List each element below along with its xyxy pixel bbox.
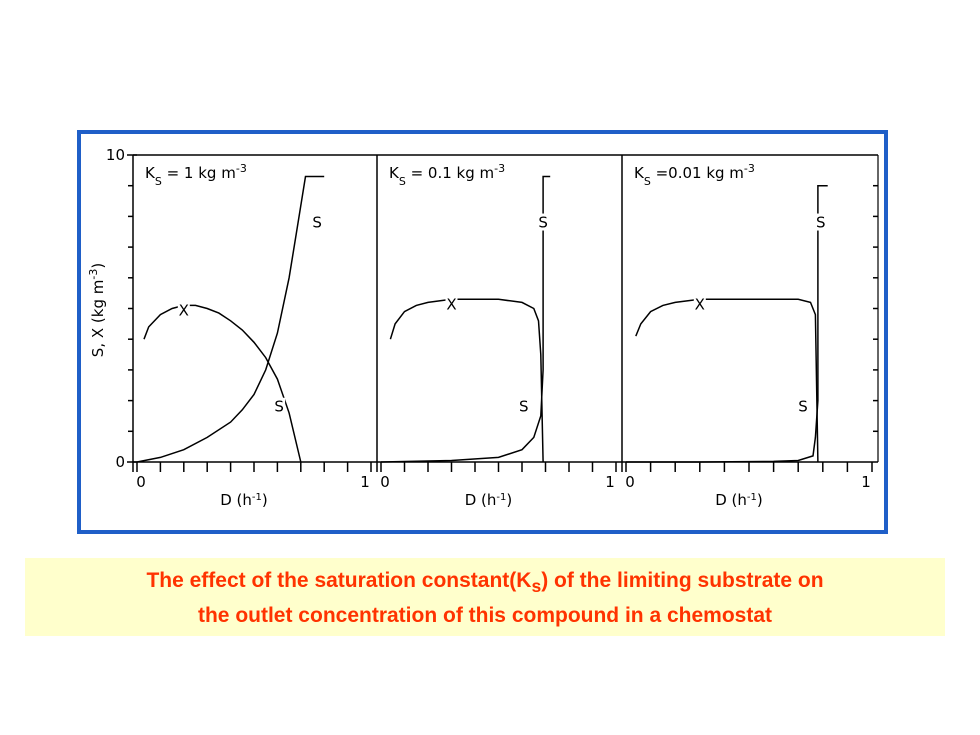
curve-label: X	[695, 295, 705, 313]
title-superscript: -3	[494, 162, 505, 175]
curve-label: S	[312, 214, 322, 232]
x-tick-label: 0	[136, 473, 146, 491]
curve-label-bg	[177, 301, 190, 319]
curve-label-bg	[693, 295, 706, 313]
curve-label: S	[274, 398, 284, 416]
x-tick-label: 0	[625, 473, 635, 491]
y-label-close: )	[89, 263, 107, 269]
y-label-text: S, X (kg m	[89, 280, 107, 358]
x-label-sup: -1	[747, 492, 757, 503]
curve-label: S	[538, 214, 548, 232]
curve	[143, 304, 302, 463]
caption-text: The effect of the saturation constant(K	[146, 569, 532, 592]
curve	[136, 175, 325, 463]
y-axis-label: S, X (kg m-3)	[87, 263, 108, 357]
curve-label: S	[519, 398, 529, 416]
caption-text: the outlet concentration of this compoun…	[197, 604, 773, 628]
x-label-text: D (h	[465, 491, 497, 509]
curve-label-bg	[445, 295, 458, 313]
title-text: = 1 kg m	[162, 164, 236, 182]
title-superscript: -3	[744, 162, 755, 175]
y-label-sup: -3	[87, 269, 100, 280]
title-superscript: -3	[236, 162, 247, 175]
curve-label: X	[446, 295, 456, 313]
panel-title: KS =0.01 kg m-3	[634, 162, 755, 188]
x-tick-label: 0	[380, 473, 390, 491]
x-label-text: D (h	[715, 491, 747, 509]
curve-label-bg	[537, 213, 550, 231]
caption-text: ) of the limiting substrate on	[541, 569, 824, 592]
curve-label-bg	[311, 213, 324, 231]
x-label-text: D (h	[220, 491, 252, 509]
title-symbol: K	[634, 164, 645, 182]
curve-label: S	[816, 214, 826, 232]
title-symbol: K	[389, 164, 400, 182]
curve-label: S	[798, 398, 808, 416]
x-label-close: )	[757, 491, 763, 509]
curve-label: X	[179, 301, 189, 319]
x-label-close: )	[262, 491, 268, 509]
figure-frame	[77, 130, 888, 534]
y-tick-label: 10	[106, 146, 125, 164]
panel-title: KS = 0.1 kg m-3	[389, 162, 505, 188]
curve-label-bg	[273, 397, 286, 415]
curve-label-bg	[814, 213, 827, 231]
x-label-sup: -1	[252, 492, 262, 503]
y-tick-label: 0	[115, 453, 125, 471]
curve-label-bg	[796, 397, 809, 415]
x-tick-label: 1	[605, 473, 615, 491]
x-axis-label: D (h-1)	[220, 491, 268, 509]
title-text: = 0.1 kg m	[406, 164, 494, 182]
title-subscript: S	[644, 175, 651, 188]
title-symbol: K	[145, 164, 156, 182]
x-label-close: )	[506, 491, 512, 509]
curve	[389, 298, 544, 463]
x-axis-label: D (h-1)	[465, 491, 513, 509]
caption-subscript: s	[531, 576, 542, 597]
x-axis-label: D (h-1)	[715, 491, 763, 509]
x-tick-label: 1	[861, 473, 871, 491]
panel-title: KS = 1 kg m-3	[145, 162, 247, 188]
title-subscript: S	[155, 175, 162, 188]
title-text: =0.01 kg m	[651, 164, 744, 182]
caption: The effect of the saturation constant(Ks…	[25, 558, 945, 636]
curve-label-bg	[517, 397, 530, 415]
curve	[635, 298, 819, 463]
curve	[626, 184, 828, 463]
x-tick-label: 1	[360, 473, 370, 491]
title-subscript: S	[399, 175, 406, 188]
curve	[380, 175, 551, 463]
x-label-sup: -1	[496, 492, 506, 503]
